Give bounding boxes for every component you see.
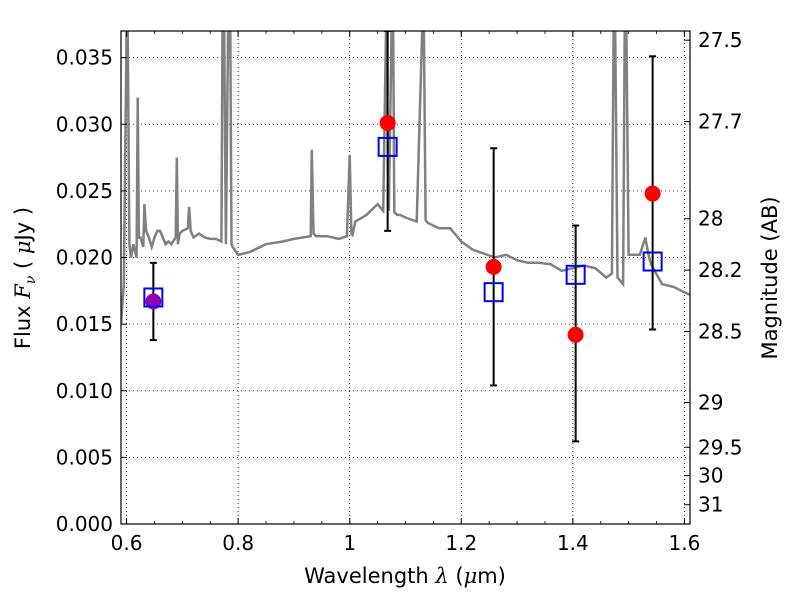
x-tick-label: 1 <box>343 531 356 555</box>
data-point <box>644 185 661 202</box>
mag-tick-label: 28.5 <box>698 319 743 343</box>
mag-tick-label: 28 <box>698 207 723 231</box>
mag-tick-label: 29 <box>698 390 723 414</box>
mag-tick-label: 30 <box>698 464 723 488</box>
y-axis-title: Flux Fν ( μJy ) <box>11 207 39 349</box>
y-tick-label: 0.000 <box>56 512 113 536</box>
grid <box>121 31 690 524</box>
mag-tick-label: 31 <box>698 493 723 517</box>
model-square <box>143 287 164 308</box>
ticks: 0.6 0.8 1 1.2 1.4 1.6 0.000 0.005 0.010 0.015 0.02… <box>56 28 743 555</box>
x-tick-label: 0.8 <box>222 531 254 555</box>
plot-area <box>121 31 690 443</box>
x-tick-label: 1.2 <box>445 531 477 555</box>
model-square <box>565 264 586 285</box>
data-point <box>379 114 396 131</box>
right-axis-title: Magnitude (AB) <box>758 196 782 359</box>
y-tick-label: 0.035 <box>56 46 113 70</box>
model-square <box>642 251 663 272</box>
data-points <box>145 114 661 343</box>
y-tick-label: 0.010 <box>56 379 113 403</box>
y-tick-label: 0.030 <box>56 112 113 136</box>
y-tick-label: 0.015 <box>56 312 113 336</box>
data-point <box>567 326 584 343</box>
data-point <box>485 258 502 275</box>
x-axis-title: Wavelength λ (μm) <box>304 564 506 588</box>
x-tick-label: 0.6 <box>111 531 143 555</box>
y-tick-label: 0.005 <box>56 445 113 469</box>
mag-tick-label: 27.5 <box>698 28 743 52</box>
y-tick-label: 0.020 <box>56 246 113 270</box>
mag-tick-label: 28.2 <box>698 258 743 282</box>
mag-tick-label: 27.7 <box>698 110 743 134</box>
model-square <box>483 282 504 303</box>
data-point <box>145 293 162 310</box>
model-spectrum-line <box>121 31 690 325</box>
x-tick-label: 1.4 <box>557 531 589 555</box>
x-tick-label: 1.6 <box>669 531 701 555</box>
mag-tick-label: 29.5 <box>698 435 743 459</box>
model-square <box>377 136 398 157</box>
y-tick-label: 0.025 <box>56 179 113 203</box>
model-squares <box>143 136 663 308</box>
